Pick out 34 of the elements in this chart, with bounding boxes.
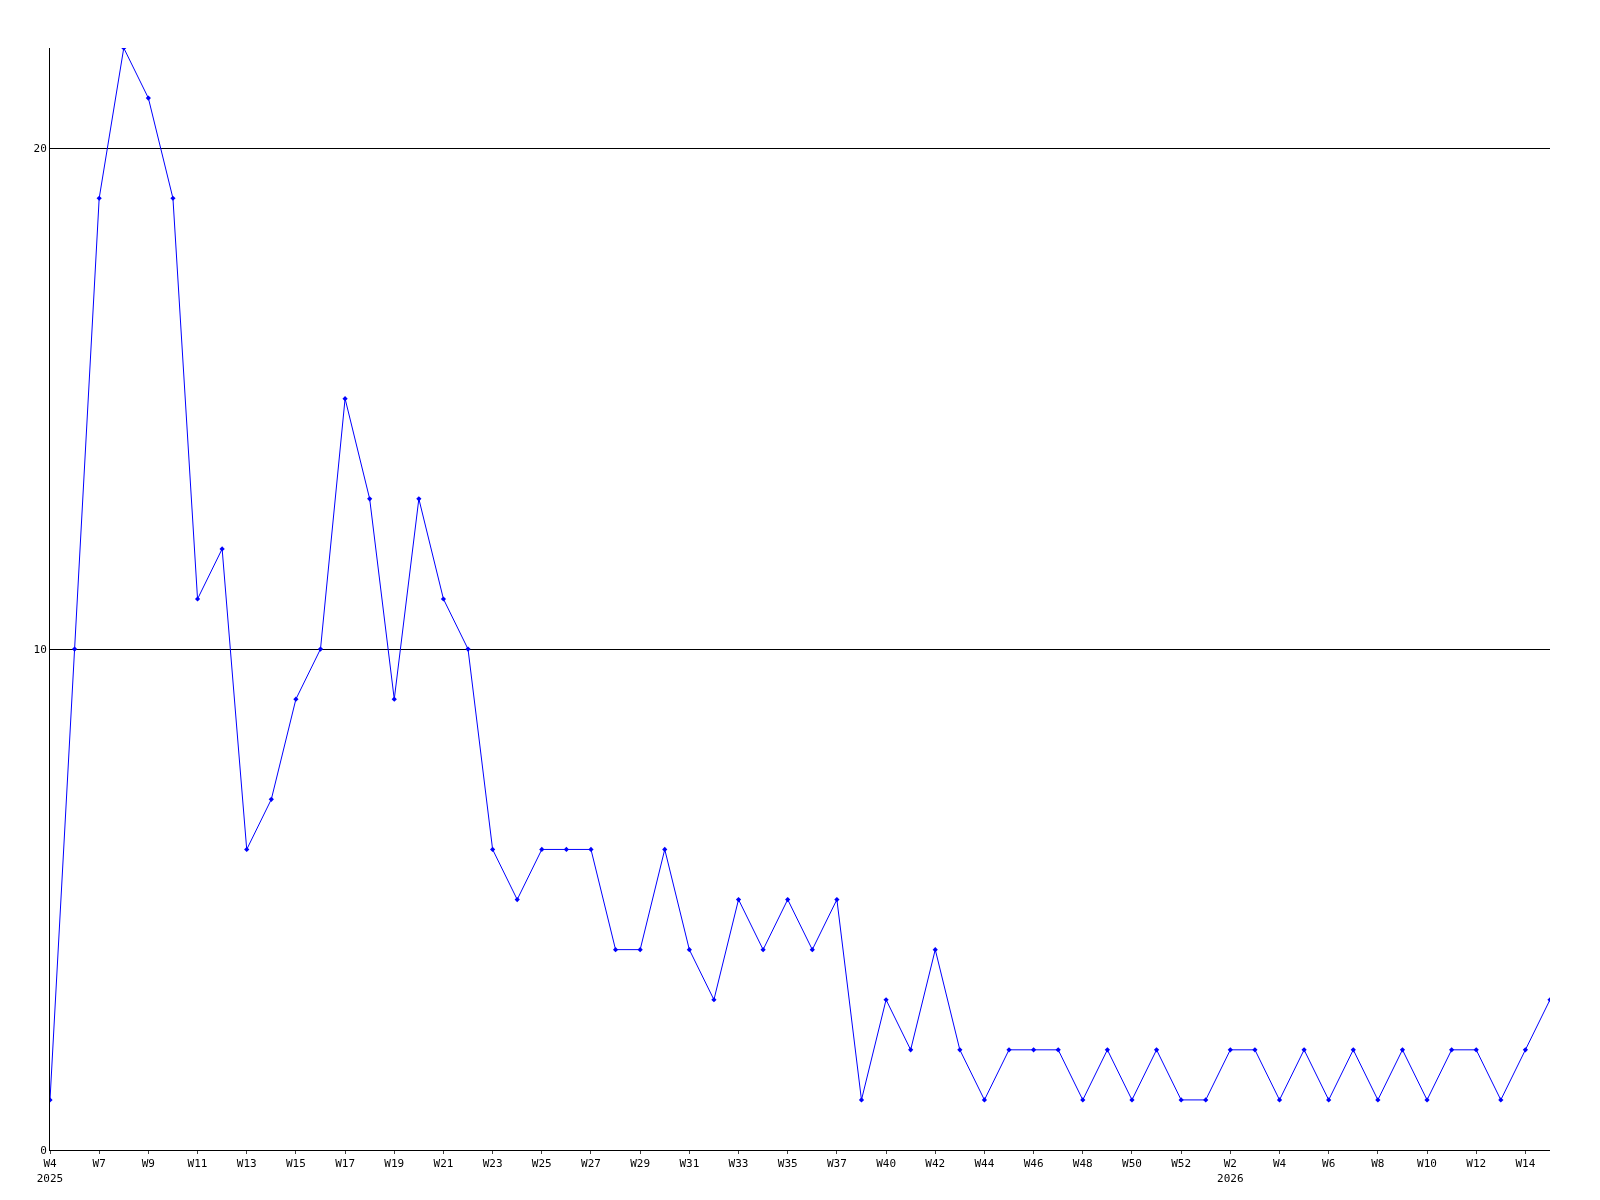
x-tick-label: W11 bbox=[187, 1157, 208, 1171]
x-tick-label: W35 bbox=[777, 1157, 798, 1171]
x-tick-label: W37 bbox=[826, 1157, 847, 1171]
x-tick-label: W10 bbox=[1417, 1157, 1437, 1171]
x-tick-label: W8 bbox=[1371, 1157, 1385, 1171]
x-tick-label: W7 bbox=[92, 1157, 106, 1171]
x-tick-label: W50 bbox=[1122, 1157, 1142, 1171]
x-tick-label: W29 bbox=[630, 1157, 651, 1171]
x-tick-label: W48 bbox=[1072, 1157, 1093, 1171]
x-tick-label: W14 bbox=[1515, 1157, 1536, 1171]
x-tick-label: W25 bbox=[531, 1157, 552, 1171]
x-tick-label: W31 bbox=[679, 1157, 700, 1171]
x-tick-label: W27 bbox=[581, 1157, 601, 1171]
x-tick-label: W15 bbox=[285, 1157, 306, 1171]
x-tick-label: W2 2026 bbox=[1217, 1157, 1244, 1185]
x-tick-label: W21 bbox=[433, 1157, 454, 1171]
x-tick-label: W4 bbox=[1272, 1157, 1287, 1171]
x-tick-label: W23 bbox=[482, 1157, 503, 1171]
x-tick-label: W12 bbox=[1466, 1157, 1487, 1171]
x-tick-label: W4 2025 bbox=[36, 1157, 64, 1185]
y-tick-label: 0 bbox=[40, 1143, 47, 1157]
x-tick-label: W9 bbox=[141, 1157, 155, 1171]
x-tick-label: W17 bbox=[335, 1157, 356, 1171]
x-tick-label: W6 bbox=[1322, 1157, 1336, 1171]
x-tick-label: W42 bbox=[925, 1157, 946, 1171]
y-tick-label: 10 bbox=[33, 642, 47, 656]
x-tick-label: W44 bbox=[974, 1157, 995, 1171]
x-tick-label: W46 bbox=[1023, 1157, 1044, 1171]
y-tick-label: 20 bbox=[33, 142, 47, 156]
x-tick-label: W52 bbox=[1171, 1157, 1192, 1171]
x-tick-label: W13 bbox=[236, 1157, 257, 1171]
x-tick-label: W40 bbox=[876, 1157, 897, 1171]
x-tick-label: W19 bbox=[384, 1157, 405, 1171]
x-tick-label: W33 bbox=[728, 1157, 749, 1171]
